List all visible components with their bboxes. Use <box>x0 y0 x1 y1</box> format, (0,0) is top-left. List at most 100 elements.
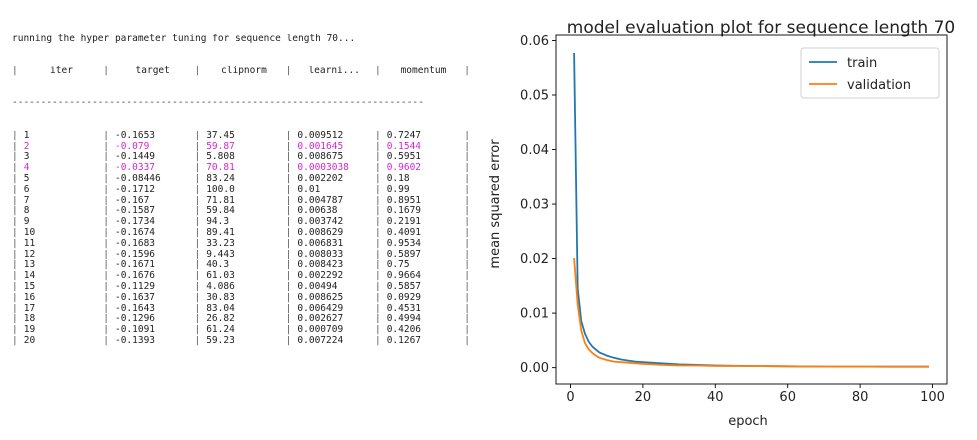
column-separator: | <box>194 325 201 336</box>
column-separator: | <box>194 260 201 271</box>
cell-clipnorm: 89.41 <box>206 227 235 238</box>
table-row: | 20 | -0.1393 | 59.23 | 0.007224 | 0.1267 | <box>12 336 472 347</box>
cell-iter: 14 <box>23 271 36 282</box>
cell-momentum: 0.0929 <box>386 292 422 303</box>
column-separator: | <box>374 173 381 184</box>
cell-target: -0.1129 <box>114 281 156 292</box>
column-separator: | <box>194 303 201 314</box>
column-separator: | <box>285 325 292 336</box>
column-separator: | <box>285 130 292 141</box>
cell-momentum: 0.1679 <box>386 206 422 217</box>
cell-clipnorm: 94.3 <box>206 217 230 228</box>
cell-target: -0.1587 <box>114 206 156 217</box>
column-separator: | <box>194 141 201 152</box>
column-separator: | <box>464 130 470 141</box>
cell-momentum: 0.9534 <box>386 238 422 249</box>
cell-learning-rate: 0.002292 <box>297 271 344 282</box>
cell-target: -0.1449 <box>114 152 156 163</box>
column-separator: | <box>103 152 109 163</box>
column-separator: | <box>103 227 109 238</box>
column-separator: | <box>285 227 292 238</box>
cell-learning-rate: 0.006831 <box>297 238 344 249</box>
cell-clipnorm: 33.23 <box>206 238 235 249</box>
column-separator: | <box>464 206 470 217</box>
cell-target: -0.1712 <box>114 184 156 195</box>
y-tick-label: 0.01 <box>520 307 549 322</box>
cell-target: -0.1091 <box>114 325 156 336</box>
table-row: | 2 | -0.079 | 59.87 | 0.001645 | 0.1544 | <box>12 142 472 153</box>
table-header-row: | iter | target | clipnorm | learni... |… <box>12 66 472 77</box>
cell-iter: 15 <box>23 281 36 292</box>
column-separator: | <box>374 163 381 174</box>
column-separator: | <box>194 130 201 141</box>
column-separator: | <box>103 217 109 228</box>
column-separator: | <box>285 206 292 217</box>
cell-learning-rate: 0.001645 <box>297 141 344 152</box>
column-separator: | <box>285 260 292 271</box>
column-separator: | <box>194 152 201 163</box>
column-separator: | <box>194 217 201 228</box>
column-separator: | <box>194 238 201 249</box>
column-separator: | <box>374 130 381 141</box>
table-divider: ----------------------------------------… <box>12 97 424 109</box>
y-tick-label: 0.05 <box>520 88 549 103</box>
column-separator: | <box>374 335 381 346</box>
y-tick-label: 0.06 <box>520 34 549 49</box>
console-output: running the hyper parameter tuning for s… <box>12 12 472 358</box>
cell-target: -0.1637 <box>114 292 156 303</box>
column-separator: | <box>194 271 201 282</box>
cell-momentum: 0.4994 <box>386 314 422 325</box>
cell-learning-rate: 0.008675 <box>297 152 344 163</box>
column-separator: | <box>103 281 109 292</box>
column-separator: | <box>194 173 201 184</box>
column-separator: | <box>374 217 381 228</box>
cell-iter: 12 <box>23 249 36 260</box>
cell-iter: 8 <box>23 206 30 217</box>
column-separator: | <box>464 152 470 163</box>
cell-clipnorm: 83.24 <box>206 173 235 184</box>
y-tick-label: 0.03 <box>520 198 549 213</box>
column-separator: | <box>103 325 109 336</box>
cell-iter: 6 <box>23 184 30 195</box>
column-separator: | <box>194 65 201 76</box>
column-separator: | <box>374 271 381 282</box>
column-separator: | <box>194 227 201 238</box>
cell-learning-rate: 0.000709 <box>297 325 344 336</box>
column-separator: | <box>12 206 18 217</box>
cell-learning-rate: 0.00494 <box>297 281 338 292</box>
cell-target: -0.1596 <box>114 249 156 260</box>
column-separator: | <box>103 141 109 152</box>
legend-label-validation: validation <box>847 78 911 93</box>
column-separator: | <box>285 195 292 206</box>
cell-clipnorm: 59.87 <box>206 141 235 152</box>
series-line-train <box>573 52 929 368</box>
column-header-target: target <box>135 65 170 76</box>
cell-momentum: 0.9664 <box>386 271 422 282</box>
column-separator: | <box>103 130 109 141</box>
column-separator: | <box>12 314 18 325</box>
column-separator: | <box>285 314 292 325</box>
column-separator: | <box>285 217 292 228</box>
column-separator: | <box>12 217 18 228</box>
cell-learning-rate: 0.00638 <box>297 206 338 217</box>
column-separator: | <box>374 184 381 195</box>
column-separator: | <box>12 281 18 292</box>
x-tick-label: 20 <box>635 390 652 405</box>
x-axis-label: epoch <box>728 414 768 429</box>
table-row: | 9 | -0.1734 | 94.3 | 0.003742 | 0.2191 | <box>12 217 472 228</box>
cell-clipnorm: 61.24 <box>206 325 235 336</box>
mse-chart: model evaluation plot for sequence lengt… <box>488 18 955 429</box>
column-separator: | <box>103 163 109 174</box>
column-separator: | <box>194 184 201 195</box>
column-separator: | <box>285 292 292 303</box>
column-separator: | <box>103 292 109 303</box>
table-row: | 1 | -0.1653 | 37.45 | 0.009512 | 0.7247 | <box>12 131 472 142</box>
column-separator: | <box>464 249 470 260</box>
x-tick-label: 100 <box>920 390 945 405</box>
table-row: | 17 | -0.1643 | 83.04 | 0.006429 | 0.4531 | <box>12 304 472 315</box>
table-row: | 3 | -0.1449 | 5.808 | 0.008675 | 0.5951 | <box>12 152 472 163</box>
plot-area: 0 20 40 60 80 100 0.00 0.01 0.02 0.03 0.04 0.05 0.06 <box>520 34 948 405</box>
column-separator: | <box>464 271 470 282</box>
column-separator: | <box>12 65 18 76</box>
cell-learning-rate: 0.008625 <box>297 292 344 303</box>
